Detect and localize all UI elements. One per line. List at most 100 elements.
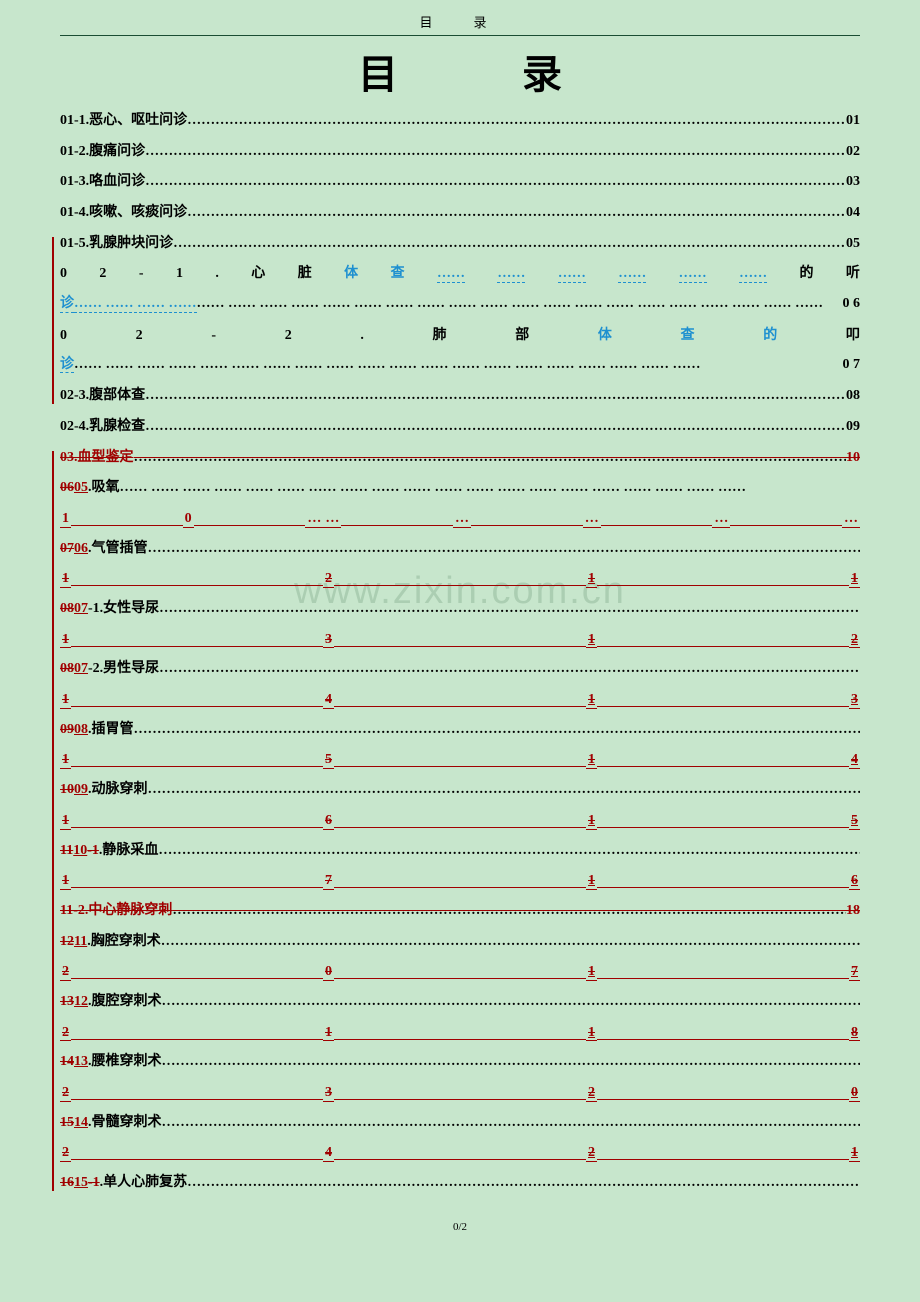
toc-page: 04 <box>846 206 860 221</box>
page-title: 目 录 <box>60 42 860 100</box>
revision-row: 1 2 1 1 <box>60 572 860 588</box>
char: - <box>211 329 216 344</box>
char: - <box>139 267 144 283</box>
toc-item-deleted: 03.血型鉴定 ……………………………………………………………………………………… <box>60 451 860 466</box>
char-insert: …… <box>497 267 525 283</box>
seg-ins: 7 <box>849 965 860 981</box>
char: 2 <box>285 329 292 344</box>
seg: 2 <box>60 1026 71 1042</box>
toc-page-deleted: 18 <box>846 904 860 919</box>
old-num: 07 <box>60 542 74 557</box>
revision-row: 1 3 1 2 <box>60 633 860 649</box>
toc-item-edited: 0605.吸氧 …… …… …… …… …… …… …… …… …… …… ……… <box>60 481 860 496</box>
char-insert: …… <box>679 267 707 283</box>
toc-dots: …… …… …… …… …… …… …… …… …… …… …… …… …… …… <box>197 297 843 312</box>
rest: .静脉采血 <box>99 844 159 859</box>
revision-row: 1 7 1 6 <box>60 874 860 890</box>
seg: 2 <box>60 965 71 981</box>
toc-dots: …………………………………………………………………………………………………………… <box>145 420 846 435</box>
toc-dots: …………………………………………………………………………………………………………… <box>145 145 846 160</box>
toc-page: 08 <box>846 389 860 404</box>
toc-dots: …………………………………………………………………………………………………………… <box>148 783 861 798</box>
toc-item-edited: 1413.腰椎穿刺术 ……………………………………………………………………………… <box>60 1055 860 1070</box>
toc-justified-line: 0 2 - 2 . 肺 部 体 查 的 叩 <box>60 329 860 344</box>
seg-ins: 1 <box>849 1146 860 1162</box>
seg-ins: 2 <box>586 1146 597 1162</box>
char-insert: 查 <box>681 329 695 344</box>
new-num: 12 <box>74 995 88 1010</box>
new-num: 10 <box>73 844 87 859</box>
seg-ins: 2 <box>849 633 860 649</box>
seg-ins: 5 <box>849 814 860 830</box>
char: 0 <box>60 267 67 283</box>
revision-row: 1 0 … … … … … … <box>60 512 860 528</box>
seg: 5 <box>323 753 334 769</box>
old-num: 06 <box>60 481 74 496</box>
seg-ins: 1 <box>586 874 597 890</box>
seg-ins: 6 <box>849 874 860 890</box>
seg: 6 <box>323 814 334 830</box>
toc-dots: …………………………………………………………………………………………………………… <box>161 935 860 950</box>
seg-ins: 4 <box>849 753 860 769</box>
toc-page: 05 <box>846 237 860 252</box>
toc-item-edited: 1312.腹腔穿刺术 ……………………………………………………………………………… <box>60 995 860 1010</box>
rest: .单人心肺复苏 <box>100 1176 188 1191</box>
toc-item-edited: 1110-1.静脉采血 …………………………………………………………………………… <box>60 844 860 859</box>
seg-ins: 1 <box>586 753 597 769</box>
seg: 1 <box>60 633 71 649</box>
page-header: 目 录 <box>60 12 860 36</box>
dots-insert: …… …… …… …… <box>74 297 197 313</box>
rest: .吸氧 <box>88 481 120 496</box>
toc-page: 02 <box>846 145 860 160</box>
char: 部 <box>515 329 529 344</box>
old-num: 08 <box>60 662 74 677</box>
char: . <box>215 267 219 283</box>
toc-item-edited: 1211.胸腔穿刺术 ……………………………………………………………………………… <box>60 935 860 950</box>
toc-item-edited: 0908.插胃管 …………………………………………………………………………………… <box>60 723 860 738</box>
char: 叩 <box>846 329 860 344</box>
char: . <box>360 329 364 344</box>
revision-row: 1 5 1 4 <box>60 753 860 769</box>
toc-page: 03 <box>846 175 860 190</box>
seg: … <box>453 512 471 528</box>
seg: 1 <box>60 874 71 890</box>
seg: 2 <box>60 1146 71 1162</box>
new-num: 14 <box>74 1116 88 1131</box>
seg-ins: 3 <box>849 693 860 709</box>
new-num: 09 <box>74 783 88 798</box>
revision-row: 2 4 2 1 <box>60 1146 860 1162</box>
seg-ins: 1 <box>586 693 597 709</box>
char: 0 <box>60 329 67 344</box>
char-insert: 诊 <box>60 358 74 374</box>
seg-ins: 0 <box>849 1086 860 1102</box>
toc-dots: …… …… …… …… …… …… …… …… …… …… …… …… …… …… <box>74 358 843 373</box>
toc-dots: …………………………………………………………………………………………………………… <box>187 1176 860 1191</box>
toc-item-cont: 诊 …… …… …… …… …… …… …… …… …… …… …… …… ……… <box>60 297 860 313</box>
rest: .气管插管 <box>88 542 148 557</box>
toc-label: 01-3.咯血问诊 <box>60 175 145 190</box>
toc-item: 01-2.腹痛问诊 ………………………………………………………………………………… <box>60 145 860 160</box>
char: 2 <box>136 329 143 344</box>
seg: 4 <box>323 1146 334 1162</box>
toc-page: 09 <box>846 420 860 435</box>
seg: 1 <box>60 814 71 830</box>
old-num: 15 <box>60 1116 74 1131</box>
rest: .腰椎穿刺术 <box>88 1055 162 1070</box>
toc-item: 02-4.乳腺检查 ………………………………………………………………………………… <box>60 420 860 435</box>
toc-item-edited: 0706.气管插管 ………………………………………………………………………………… <box>60 542 860 557</box>
revision-row: 2 0 1 7 <box>60 965 860 981</box>
toc-dots: …………………………………………………………………………………………………………… <box>162 1055 861 1070</box>
toc-item-cont: 诊 …… …… …… …… …… …… …… …… …… …… …… …… ……… <box>60 358 860 374</box>
char-insert: 查 <box>391 267 405 283</box>
char-insert: …… <box>618 267 646 283</box>
seg: 2 <box>60 1086 71 1102</box>
toc-dots: …………………………………………………………………………………………………………… <box>162 995 861 1010</box>
new-num: 08 <box>74 723 88 738</box>
rest: .胸腔穿刺术 <box>87 935 161 950</box>
toc-dots: …………………………………………………………………………………………………………… <box>158 844 860 859</box>
new-num: 11 <box>74 935 87 950</box>
revision-row: 1 6 1 5 <box>60 814 860 830</box>
seg-ins: 1 <box>586 965 597 981</box>
seg-ins: 1 <box>586 633 597 649</box>
toc: 01-1.恶心、呕吐问诊 ………………………………………………………………………… <box>60 114 860 1191</box>
